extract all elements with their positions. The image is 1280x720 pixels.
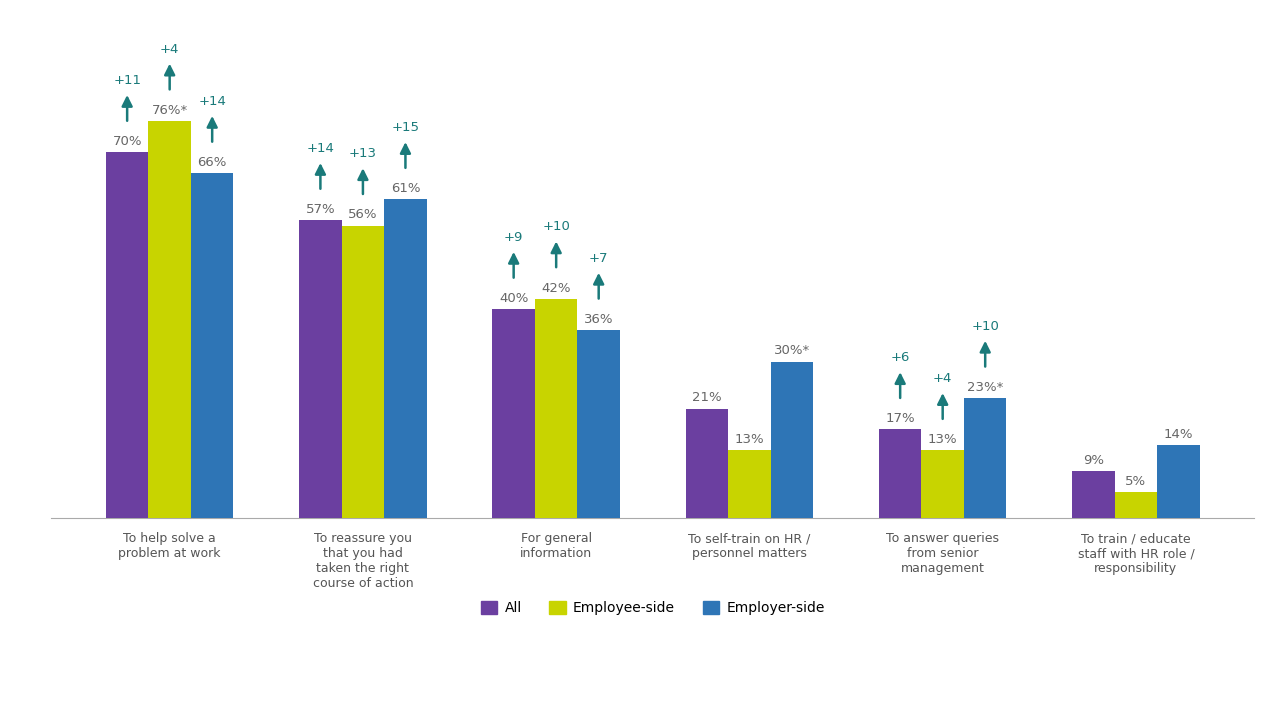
Bar bbox=[342, 225, 384, 518]
Bar bbox=[535, 299, 577, 518]
Bar bbox=[300, 220, 342, 518]
Bar bbox=[879, 430, 922, 518]
Bar bbox=[686, 408, 728, 518]
Bar bbox=[964, 398, 1006, 518]
Text: 56%: 56% bbox=[348, 208, 378, 221]
Text: 13%: 13% bbox=[735, 433, 764, 446]
Text: +14: +14 bbox=[198, 95, 227, 108]
Text: 76%*: 76%* bbox=[151, 104, 188, 117]
Text: 9%: 9% bbox=[1083, 454, 1103, 467]
Bar bbox=[106, 153, 148, 518]
Bar bbox=[577, 330, 620, 518]
Text: 36%: 36% bbox=[584, 313, 613, 326]
Text: +11: +11 bbox=[113, 74, 141, 87]
Text: 14%: 14% bbox=[1164, 428, 1193, 441]
Text: 40%: 40% bbox=[499, 292, 529, 305]
Bar bbox=[1073, 472, 1115, 518]
Text: 70%: 70% bbox=[113, 135, 142, 148]
Text: +15: +15 bbox=[392, 121, 420, 134]
Text: +4: +4 bbox=[160, 42, 179, 55]
Bar bbox=[1157, 445, 1199, 518]
Text: +14: +14 bbox=[306, 142, 334, 155]
Bar bbox=[771, 361, 813, 518]
Bar bbox=[728, 451, 771, 518]
Bar bbox=[922, 451, 964, 518]
Text: +10: +10 bbox=[543, 220, 570, 233]
Text: 61%: 61% bbox=[390, 182, 420, 195]
Text: 17%: 17% bbox=[886, 413, 915, 426]
Text: 66%: 66% bbox=[197, 156, 227, 169]
Text: +9: +9 bbox=[504, 231, 524, 244]
Text: +4: +4 bbox=[933, 372, 952, 385]
Text: +7: +7 bbox=[589, 252, 608, 265]
Bar bbox=[493, 309, 535, 518]
Text: 13%: 13% bbox=[928, 433, 957, 446]
Text: 23%*: 23%* bbox=[966, 381, 1004, 394]
Text: 57%: 57% bbox=[306, 203, 335, 216]
Text: 21%: 21% bbox=[692, 392, 722, 405]
Bar bbox=[148, 121, 191, 518]
Text: 42%: 42% bbox=[541, 282, 571, 294]
Text: 5%: 5% bbox=[1125, 475, 1147, 488]
Bar bbox=[1115, 492, 1157, 518]
Legend: All, Employee-side, Employer-side: All, Employee-side, Employer-side bbox=[475, 595, 831, 621]
Bar bbox=[384, 199, 426, 518]
Bar bbox=[191, 174, 233, 518]
Text: +13: +13 bbox=[349, 147, 376, 160]
Text: +10: +10 bbox=[972, 320, 1000, 333]
Text: +6: +6 bbox=[891, 351, 910, 364]
Text: 30%*: 30%* bbox=[774, 344, 810, 357]
